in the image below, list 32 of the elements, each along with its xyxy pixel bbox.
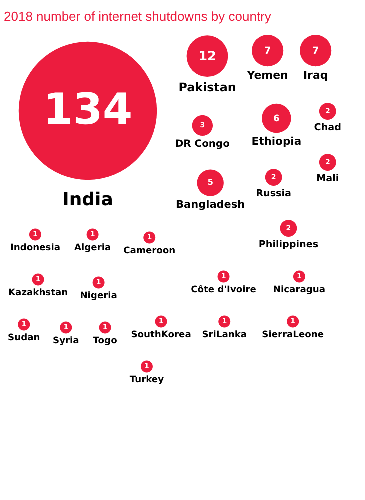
category-label: Bangladesh [176,198,246,211]
category-label: Sudan [8,333,40,344]
category-label: Ethiopia [252,135,302,148]
category-label: Yemen [246,68,288,82]
data-label: 7 [312,46,320,57]
category-label: Chad [314,122,342,134]
category-label: Syria [53,336,80,346]
category-label: Philippines [258,239,319,250]
category-label: Cameroon [124,246,176,256]
category-label: Kazakhstan [8,288,68,298]
data-label: 12 [198,49,216,64]
category-label: Côte d'Ivoire [191,284,256,296]
data-label: 6 [274,114,280,125]
data-label: 7 [264,46,272,57]
category-label: Pakistan [178,80,236,94]
category-label: Nicaragua [273,285,326,296]
category-label: SouthKorea [131,330,192,340]
category-label: Turkey [130,375,164,386]
category-label: Togo [93,336,118,346]
category-label: Mali [316,173,340,184]
category-label: SriLanka [202,330,248,340]
category-label: SierraLeone [262,330,324,340]
category-label: Iraq [303,68,328,82]
category-label: Algeria [74,243,112,254]
category-label: DR Congo [175,138,230,150]
category-label: Russia [256,188,292,200]
category-label: Nigeria [80,291,118,302]
category-label: Indonesia [10,243,60,254]
data-label: 134 [43,85,133,135]
text: 2018 number of internet shutdowns by country [4,9,272,24]
data-label: 5 [208,177,214,188]
category-label: India [62,190,114,211]
